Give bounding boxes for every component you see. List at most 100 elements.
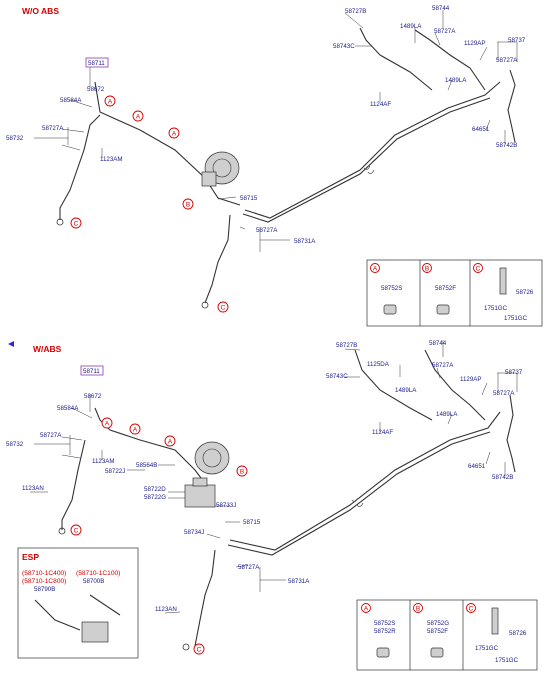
svg-text:B: B: [240, 469, 244, 476]
right-pipe: [359, 27, 433, 91]
callout-c-b1: C: [70, 524, 82, 536]
callout-c-b2: C: [193, 643, 205, 655]
label-64651-b: 64651: [468, 463, 486, 470]
svg-text:A: A: [172, 131, 177, 138]
callout-c-1: C: [70, 217, 82, 229]
callout-a-1: A: [104, 95, 116, 107]
svg-text:A: A: [168, 439, 173, 446]
front-pipe-b2: [61, 439, 86, 530]
svg-text:C: C: [74, 221, 79, 228]
label-58731A: 58731A: [294, 238, 316, 245]
pipe-break-mark-b: [351, 497, 364, 507]
label-58752F: 58752F: [435, 285, 456, 292]
label-58734J: 58734J: [184, 529, 204, 536]
label-58722D: 58722D: [144, 486, 166, 493]
label-64651: 64651: [472, 126, 490, 133]
label-1751GC: 1751GC: [484, 305, 508, 312]
svg-text:A: A: [136, 114, 141, 121]
label-58727A-mid: 58727A: [256, 227, 278, 234]
label-58737-b: 58737: [505, 369, 523, 376]
label-58732: 58732: [6, 135, 24, 142]
svg-text:A: A: [105, 421, 110, 428]
label-58700B: 58700B: [83, 578, 104, 585]
svg-text:C: C: [74, 528, 79, 535]
label-58727A-b-far: 58727A: [493, 390, 515, 397]
label-58727B-b: 58727B: [336, 342, 357, 349]
label-58722G: 58722G: [144, 494, 166, 501]
label-58564B: 58564B: [136, 462, 157, 469]
label-58711: 58711: [88, 60, 105, 67]
callout-a-2: A: [132, 110, 144, 122]
pipe-break-mark: [363, 165, 375, 174]
label-58727A-b-right: 58727A: [432, 362, 454, 369]
label-1489LA: 1489LA: [400, 23, 422, 30]
svg-text:C: C: [221, 305, 226, 312]
label-1751GC-b: 1751GC: [504, 315, 528, 322]
label-58752G: 58752G: [427, 620, 449, 627]
label-1124AF: 1124AF: [370, 101, 391, 108]
front-pipe-b: [94, 407, 211, 491]
label-58752F-b: 58752F: [427, 628, 448, 635]
w-abs-title: W/ABS: [33, 344, 62, 354]
svg-text:A: A: [373, 266, 378, 273]
label-58752S: 58752S: [381, 285, 402, 292]
nav-arrow-icon: [8, 341, 14, 347]
label-1489LA-b1: 1489LA: [395, 387, 417, 394]
label-1489LA-b2: 1489LA: [436, 411, 458, 418]
fitting: [56, 218, 64, 226]
svg-text:B: B: [416, 606, 420, 613]
main-brake-pipe: [244, 81, 501, 219]
label-58722J: 58722J: [105, 468, 125, 475]
leader-lines: [34, 10, 518, 252]
label-58737: 58737: [508, 37, 526, 44]
svg-text:B: B: [186, 202, 190, 209]
main-brake-pipe-b2: [227, 431, 491, 556]
callout-a-b2: A: [129, 423, 141, 435]
callout-b-b1: B: [236, 465, 248, 477]
label-58672: 58672: [87, 86, 105, 93]
label-58727A-right: 58727A: [434, 28, 456, 35]
callout-a-b3: A: [164, 435, 176, 447]
label-58742B-b: 58742B: [492, 474, 513, 481]
fitting: [182, 643, 190, 651]
label-1751GC-c: 1751GC: [475, 645, 499, 652]
label-58743C: 58743C: [333, 43, 355, 50]
esp-inset: ESP (58710-1C400) (58710-1C800) (58710-1…: [17, 547, 139, 659]
label-58733J: 58733J: [216, 502, 236, 509]
esp-code-3: (58710-1C100): [76, 570, 120, 577]
label-58711-b: 58711: [83, 368, 100, 375]
brake-booster-b: [194, 441, 230, 475]
label-58743C-b: 58743C: [326, 373, 348, 380]
label-1129AP-b: 1129AP: [460, 376, 482, 383]
front-pipe: [94, 81, 241, 206]
label-58726: 58726: [516, 289, 534, 296]
callout-b-1: B: [182, 198, 194, 210]
label-58584A-b: 58584A: [57, 405, 79, 412]
esp-title: ESP: [22, 552, 39, 562]
right-hose-b: [506, 394, 516, 473]
wo-abs-title: W/O ABS: [22, 6, 59, 16]
label-58727B: 58727B: [345, 8, 366, 15]
front-pipe-2: [59, 114, 101, 220]
svg-text:C: C: [476, 266, 481, 273]
label-58752R: 58752R: [374, 628, 396, 635]
esp-code-2: (58710-1C800): [22, 578, 66, 585]
label-58715-b: 58715: [243, 519, 261, 526]
svg-text:A: A: [108, 99, 113, 106]
label-58752S-b: 58752S: [374, 620, 395, 627]
part-box-58711-b: [80, 365, 104, 376]
label-58727A-b-mid: 58727A: [238, 564, 260, 571]
label-58744: 58744: [432, 5, 450, 12]
label-58727A-far: 58727A: [496, 57, 518, 64]
right-pipe-b2: [424, 349, 486, 421]
label-58727A: 58727A: [42, 125, 64, 132]
label-58715: 58715: [240, 195, 258, 202]
main-brake-pipe-b: [229, 411, 501, 551]
fitting: [201, 301, 209, 309]
callout-c-2: C: [217, 301, 229, 313]
right-pipe-b: [354, 349, 433, 421]
label-58732-b: 58732: [6, 441, 24, 448]
label-1123AN: 1123AN: [22, 485, 44, 492]
fitting: [58, 527, 66, 535]
